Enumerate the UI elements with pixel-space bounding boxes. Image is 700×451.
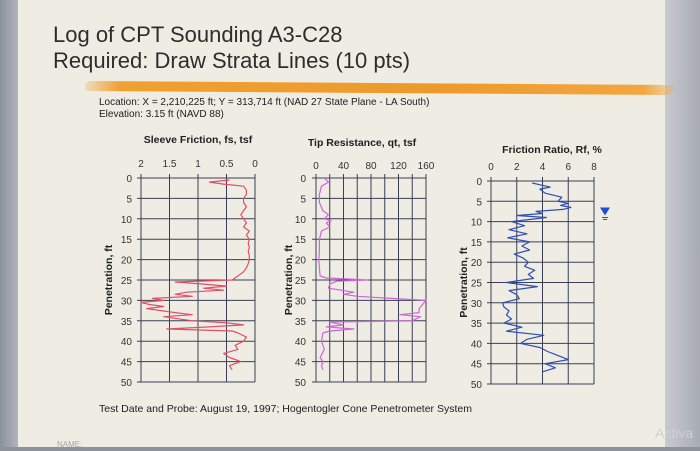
x-tick-label: 2 xyxy=(138,159,144,170)
name-label: NAME: xyxy=(57,440,83,449)
x-tick-label: 120 xyxy=(390,161,407,172)
chart-title: Tip Resistance, qt, tsf xyxy=(308,137,417,149)
y-tick-label: 35 xyxy=(121,317,133,328)
test-date-probe-text: Test Date and Probe: August 19, 1997; Ho… xyxy=(99,403,472,415)
x-tick-label: 160 xyxy=(418,161,435,172)
y-tick-label: 5 xyxy=(300,194,306,205)
y-tick-label: 40 xyxy=(121,337,133,348)
y-tick-label: 20 xyxy=(471,258,483,269)
y-tick-label: 15 xyxy=(471,238,483,249)
slide-subtitle: Required: Draw Strata Lines (10 pts) xyxy=(53,48,411,73)
y-tick-label: 20 xyxy=(121,256,133,267)
x-tick-label: 1 xyxy=(195,159,201,170)
y-tick-label: 5 xyxy=(476,197,482,208)
y-tick-label: 30 xyxy=(295,296,307,307)
slide-canvas xyxy=(18,0,666,451)
y-tick-label: 30 xyxy=(471,299,483,310)
y-tick-label: 35 xyxy=(471,319,483,330)
y-tick-label: 40 xyxy=(471,339,483,350)
activate-watermark: Activa xyxy=(655,425,694,441)
x-tick-label: 0.5 xyxy=(220,159,234,170)
y-tick-label: 50 xyxy=(295,378,307,389)
y-tick-label: 15 xyxy=(121,235,133,246)
y-axis-label: Penetration, ft xyxy=(103,244,115,315)
x-tick-label: 0 xyxy=(313,161,319,172)
y-tick-label: 20 xyxy=(295,256,307,267)
x-tick-label: 0 xyxy=(252,159,258,170)
x-tick-label: 4 xyxy=(540,162,546,173)
data-series-line xyxy=(502,182,572,373)
x-tick-label: 0 xyxy=(488,162,494,173)
y-tick-label: 0 xyxy=(126,174,132,185)
y-tick-label: 10 xyxy=(121,215,133,226)
x-tick-label: 2 xyxy=(514,162,520,173)
y-tick-label: 40 xyxy=(295,337,307,348)
y-axis-label: Penetration, ft xyxy=(283,244,295,315)
chart-title: Sleeve Friction, fs, tsf xyxy=(144,134,253,146)
x-tick-label: 6 xyxy=(565,162,571,173)
y-tick-label: 10 xyxy=(295,215,307,226)
y-axis-label: Penetration, ft xyxy=(458,247,470,318)
y-tick-label: 50 xyxy=(121,378,133,389)
bottom-bezel xyxy=(0,447,700,451)
friction-ratio-chart: Friction Ratio, Rf, % 0 2 4 6 8 0 5 10 15 20 25 30 35… xyxy=(458,144,610,391)
chart-title: Friction Ratio, Rf, % xyxy=(502,144,602,156)
x-tick-label: 1.5 xyxy=(163,159,177,170)
x-tick-label: 40 xyxy=(338,161,350,172)
left-bezel xyxy=(0,0,20,451)
slide-title: Log of CPT Sounding A3-C28 xyxy=(53,22,343,47)
y-tick-label: 0 xyxy=(300,174,306,185)
y-tick-label: 5 xyxy=(126,194,132,205)
sleeve-friction-chart: Sleeve Friction, fs, tsf 2 1.5 1 0.5 0 0 5 10 15 2… xyxy=(103,134,258,389)
y-tick-label: 25 xyxy=(295,276,307,287)
y-tick-label: 45 xyxy=(295,358,307,369)
y-tick-label: 10 xyxy=(471,218,483,229)
y-tick-label: 25 xyxy=(121,276,133,287)
elevation-text: Elevation: 3.15 ft (NAVD 88) xyxy=(99,109,224,120)
data-series-line xyxy=(140,179,250,371)
y-tick-label: 45 xyxy=(121,358,133,369)
right-bezel xyxy=(665,0,700,451)
tip-resistance-chart: Tip Resistance, qt, tsf 0 40 80 120 160 0 5 10 15… xyxy=(283,137,435,389)
water-table-icon xyxy=(600,207,610,216)
y-tick-label: 30 xyxy=(121,296,133,307)
x-tick-label: 80 xyxy=(365,161,377,172)
y-tick-label: 50 xyxy=(471,380,483,391)
y-tick-label: 15 xyxy=(295,235,307,246)
y-tick-label: 35 xyxy=(295,317,307,328)
y-tick-label: 0 xyxy=(476,177,482,188)
data-series-line xyxy=(318,177,427,370)
x-tick-label: 8 xyxy=(591,162,597,173)
location-text: Location: X = 2,210,225 ft; Y = 313,714 … xyxy=(99,97,430,108)
y-tick-label: 45 xyxy=(471,360,483,371)
y-tick-label: 25 xyxy=(471,279,483,290)
